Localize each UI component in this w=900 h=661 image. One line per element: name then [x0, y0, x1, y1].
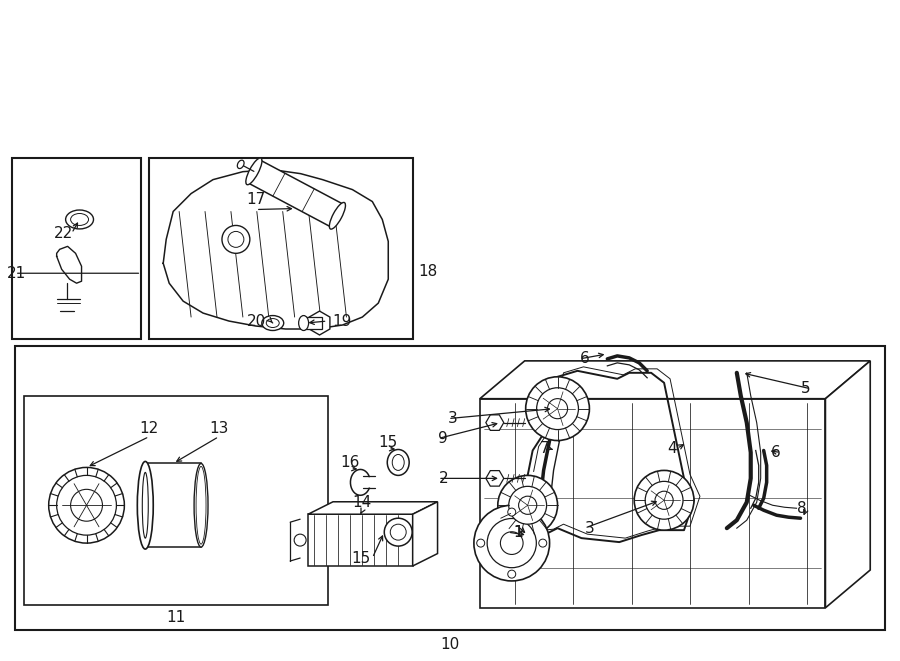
Circle shape [508, 508, 516, 516]
Text: 6: 6 [580, 352, 590, 366]
Text: 20: 20 [247, 313, 266, 329]
Bar [23, 396, 328, 605]
Circle shape [645, 481, 683, 519]
Circle shape [474, 505, 550, 581]
Bar [149, 158, 413, 339]
Ellipse shape [266, 319, 279, 327]
Ellipse shape [262, 315, 284, 330]
Text: 13: 13 [210, 421, 229, 436]
Circle shape [634, 471, 694, 530]
Circle shape [49, 467, 124, 543]
Text: 19: 19 [332, 313, 352, 329]
Text: 15: 15 [351, 551, 370, 566]
Circle shape [294, 534, 306, 546]
Ellipse shape [194, 463, 208, 547]
Text: 9: 9 [438, 431, 448, 446]
Text: 18: 18 [418, 264, 437, 279]
Circle shape [508, 486, 546, 524]
Text: 14: 14 [353, 495, 372, 510]
Text: 21: 21 [7, 266, 26, 281]
Circle shape [222, 225, 250, 253]
Bar [308, 514, 413, 566]
Ellipse shape [196, 467, 206, 544]
Circle shape [536, 388, 579, 430]
Bar [14, 346, 886, 630]
Text: 12: 12 [140, 421, 159, 436]
Polygon shape [480, 361, 870, 399]
Circle shape [508, 570, 516, 578]
Text: 16: 16 [341, 455, 360, 470]
Ellipse shape [392, 455, 404, 471]
Text: 3: 3 [448, 411, 458, 426]
Text: 7: 7 [540, 441, 549, 456]
Circle shape [384, 518, 412, 546]
Circle shape [57, 475, 116, 535]
Polygon shape [248, 160, 344, 227]
Text: 17: 17 [247, 192, 266, 207]
Circle shape [477, 539, 485, 547]
Text: 8: 8 [796, 501, 806, 516]
Circle shape [498, 475, 557, 535]
Bar [145, 463, 201, 547]
Polygon shape [413, 502, 437, 566]
Polygon shape [825, 361, 870, 608]
Bar [12, 158, 141, 339]
Circle shape [526, 377, 590, 440]
Circle shape [500, 531, 523, 555]
Text: 22: 22 [54, 226, 73, 241]
Ellipse shape [246, 158, 262, 184]
Text: 11: 11 [166, 610, 185, 625]
Circle shape [547, 399, 568, 418]
Circle shape [518, 496, 536, 514]
Circle shape [70, 489, 103, 521]
Text: 6: 6 [770, 445, 780, 460]
Circle shape [487, 518, 536, 568]
Ellipse shape [142, 473, 148, 538]
Ellipse shape [138, 461, 153, 549]
Text: 2: 2 [438, 471, 448, 486]
Circle shape [391, 524, 406, 540]
Text: 1: 1 [513, 525, 523, 539]
Ellipse shape [238, 160, 244, 169]
Circle shape [655, 491, 673, 510]
Text: 15: 15 [379, 435, 398, 450]
Text: 10: 10 [440, 637, 460, 652]
Circle shape [539, 539, 547, 547]
Ellipse shape [139, 463, 152, 547]
Text: 4: 4 [667, 441, 677, 456]
Text: 3: 3 [585, 521, 594, 535]
Ellipse shape [66, 210, 94, 229]
Ellipse shape [70, 214, 88, 225]
Bar [480, 399, 825, 608]
Circle shape [228, 231, 244, 247]
Ellipse shape [387, 449, 410, 475]
Ellipse shape [299, 315, 309, 330]
Ellipse shape [329, 202, 346, 229]
Text: 1: 1 [513, 525, 523, 539]
Text: 5: 5 [800, 381, 810, 396]
Polygon shape [308, 502, 437, 514]
Bar [303, 317, 321, 329]
